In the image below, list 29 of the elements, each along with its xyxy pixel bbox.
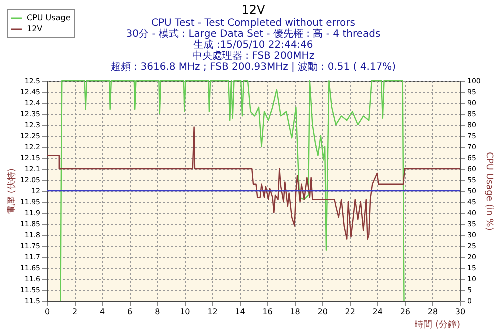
x-tick-label: 18: [290, 308, 300, 316]
y2-axis-title: CPU Usage (in %): [484, 152, 494, 231]
x-tick-label: 20: [318, 308, 328, 316]
y-axis-title: 電壓 (伏特): [6, 168, 18, 214]
text: 中央處理器 : FSB 200MHz: [192, 50, 315, 62]
x-tick-label: 12: [208, 308, 218, 316]
text: 超頻 : 3616.8 MHz ; FSB 200.93MHz | 波動 : 0.51 ( 4.17%): [110, 61, 396, 73]
x-tick-label: 2: [72, 308, 78, 316]
legend-label: 12V: [27, 24, 44, 34]
chart-title: 12V: [242, 3, 266, 17]
text: 30分 - 模式 : Large Data Set - 優先權 : 高 - 4 threads: [126, 28, 381, 40]
x-axis-title: 時間 (分鐘): [414, 320, 460, 330]
line-series: [60, 80, 405, 302]
x-tick-label: 28: [428, 308, 438, 316]
x-tick-label: 22: [345, 308, 356, 316]
x-tick-label: 24: [372, 308, 383, 316]
x-tick-label: 8: [155, 308, 160, 316]
line-series: [46, 126, 461, 240]
x-tick-label: 0: [44, 308, 50, 316]
x-tick-label: 4: [100, 308, 106, 316]
legend-label: CPU Usage: [27, 14, 71, 22]
x-tick-label: 10: [180, 308, 190, 316]
x-tick-label: 6: [128, 308, 133, 316]
x-tick-label: 30: [455, 308, 466, 316]
chart-subtitle: CPU Test - Test Completed without errors: [152, 18, 356, 29]
text: 生成 :15/05/10 22:44:46: [194, 39, 314, 51]
x-tick-label: 16: [262, 308, 273, 316]
x-tick-label: 26: [400, 308, 411, 316]
x-tick-label: 14: [235, 308, 246, 316]
